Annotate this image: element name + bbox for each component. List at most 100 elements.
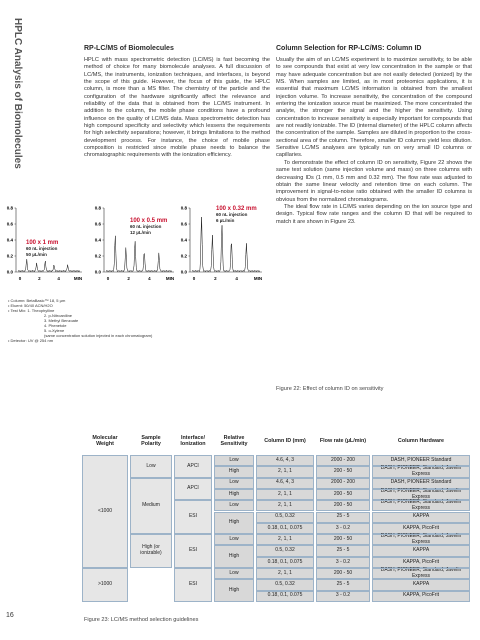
table-cell: KAPPA (372, 545, 470, 557)
y-tick-label: 0.0 (181, 270, 188, 275)
table-cell: KAPPA (372, 579, 470, 591)
trace-label: 60 nL injection (26, 246, 58, 251)
interface-cell: ESI (174, 534, 212, 568)
figure-caption: Figure 22: Effect of column ID on sensit… (276, 386, 384, 392)
sensitivity-cell: Low (214, 477, 254, 489)
heading: RP-LC/MS of Biomolecules (84, 45, 174, 52)
table-cell: 200 - 50 (316, 466, 370, 478)
x-tick-label: 2 (38, 276, 41, 281)
table-cell: 25 - 5 (316, 579, 370, 591)
table-cell: 4.6, 4, 3 (256, 455, 314, 467)
y-tick-label: 0.2 (181, 254, 188, 259)
paragraph: The ideal flow rate in LC/MS varies depe… (276, 203, 472, 225)
trace-label: 100 x 0.32 mm (216, 206, 257, 212)
table-cell: 25 - 5 (316, 545, 370, 557)
column-header: Sample Polarity (130, 432, 172, 452)
trace-label: 6 µL/min (216, 218, 235, 223)
y-tick-label: 0.6 (7, 222, 14, 227)
trace-label: 100 x 1 mm (26, 240, 58, 246)
interface-cell: APCI (174, 477, 212, 501)
table-cell: 0.5, 0.32 (256, 545, 314, 557)
table-cell: 0.18, 0.1, 0.075 (256, 522, 314, 535)
table-cell: 4.6, 4, 3 (256, 477, 314, 489)
table-cell: DASH, PIONEER Standard (372, 455, 470, 467)
note: • Detector: UV @ 254 nm (8, 338, 54, 343)
y-tick-label: 0.2 (7, 254, 14, 259)
x-tick-label: 0 (107, 276, 110, 281)
interface-cell: ESI (174, 568, 212, 602)
sensitivity-cell: Low (214, 568, 254, 580)
table-cell: 0.18, 0.1, 0.075 (256, 556, 314, 568)
sensitivity-cell: High (214, 466, 254, 478)
column-header: Column ID (mm) (256, 432, 314, 452)
table-cell: 3 - 0.2 (316, 522, 370, 535)
x-tick-label: 4 (235, 276, 238, 281)
sensitivity-cell: Low (214, 500, 254, 512)
sensitivity-cell: High (214, 511, 254, 535)
table-cell: DASH, PIONEER, Standard, Javelin Express (372, 567, 470, 580)
y-tick-label: 0.0 (7, 270, 14, 275)
x-tick-label: 0 (19, 276, 22, 281)
table-cell: 200 - 50 (316, 568, 370, 580)
trace (105, 235, 173, 273)
y-tick-label: 0.4 (95, 238, 102, 243)
x-tick-label: 4 (148, 276, 151, 281)
y-tick-label: 0.6 (181, 222, 188, 227)
y-tick-label: 0.4 (7, 238, 14, 243)
side-title: HPLC Analysis of Biomolecules (12, 18, 23, 169)
x-tick-label: MIN (74, 276, 82, 281)
table-cell: DASH, PIONEER, Standard, Javelin Express (372, 499, 470, 512)
note: 3. Methyl Benzoate (44, 318, 79, 323)
y-tick-label: 0.8 (181, 206, 188, 211)
sensitivity-cell: High (214, 579, 254, 602)
table-cell: 0.18, 0.1, 0.075 (256, 590, 314, 602)
paragraph: Usually the aim of an LC/MS experiment i… (276, 57, 472, 159)
column-header: Molecular Weight (82, 432, 128, 452)
table-cell: 3 - 0.2 (316, 590, 370, 602)
table-cell: DASH, PIONEER, Standard, Javelin Express (372, 465, 470, 478)
x-tick-label: 2 (214, 276, 217, 281)
y-tick-label: 0.4 (181, 238, 188, 243)
column-header: Interface/ Ionization (174, 432, 212, 452)
table-cell: KAPPA, PicoFrit (372, 556, 470, 568)
table-cell: KAPPA, PicoFrit (372, 590, 470, 602)
sensitivity-cell: Low (214, 455, 254, 467)
x-tick-label: MIN (254, 276, 262, 281)
y-tick-label: 0.8 (95, 206, 102, 211)
sensitivity-cell: Low (214, 534, 254, 546)
x-tick-label: 0 (193, 276, 196, 281)
trace-label: 60 nL injection (130, 224, 162, 229)
y-tick-label: 0.0 (95, 270, 102, 275)
trace-label: 12 µL/min (130, 230, 151, 235)
x-tick-label: MIN (166, 276, 174, 281)
trace (191, 217, 261, 273)
table-cell: 200 - 50 (316, 534, 370, 546)
trace (17, 259, 81, 273)
sensitivity-cell: High (214, 545, 254, 568)
table-cell: DASH, PIONEER Standard (372, 477, 470, 489)
paragraph: HPLC with mass spectrometric detection (… (84, 57, 270, 159)
table-cell: 2, 1, 1 (256, 568, 314, 580)
weight-cell: <1000 (82, 455, 128, 568)
y-tick-label: 0.8 (7, 206, 14, 211)
polarity-cell: High (or ionizable) (130, 534, 172, 568)
text-column: HPLC with mass spectrometric detection (… (84, 57, 270, 160)
table-cell: 2, 1, 1 (256, 534, 314, 546)
table-cell: 2000 - 200 (316, 455, 370, 467)
table-cell: KAPPA, PicoFrit (372, 522, 470, 535)
x-tick-label: 4 (57, 276, 60, 281)
note: • Test Mix: 1. Theophylline (8, 308, 55, 313)
table-cell: 2, 1, 1 (256, 488, 314, 501)
y-tick-label: 0.2 (95, 254, 102, 259)
table-cell: 200 - 50 (316, 500, 370, 512)
note: • Column: BetaBasic™ 18, 5 µm (8, 298, 66, 303)
column-header: Column Hardware (372, 432, 470, 452)
text-column: Usually the aim of an LC/MS experiment i… (276, 57, 472, 226)
polarity-cell: Medium (130, 477, 172, 535)
page-number: 16 (6, 612, 14, 619)
note: 5. o-Xylene (44, 328, 65, 333)
sensitivity-cell: High (214, 488, 254, 501)
table-cell: 25 - 5 (316, 511, 370, 523)
note: 4. Phenetole (44, 323, 67, 328)
trace-label: 50 µL/min (26, 252, 47, 257)
